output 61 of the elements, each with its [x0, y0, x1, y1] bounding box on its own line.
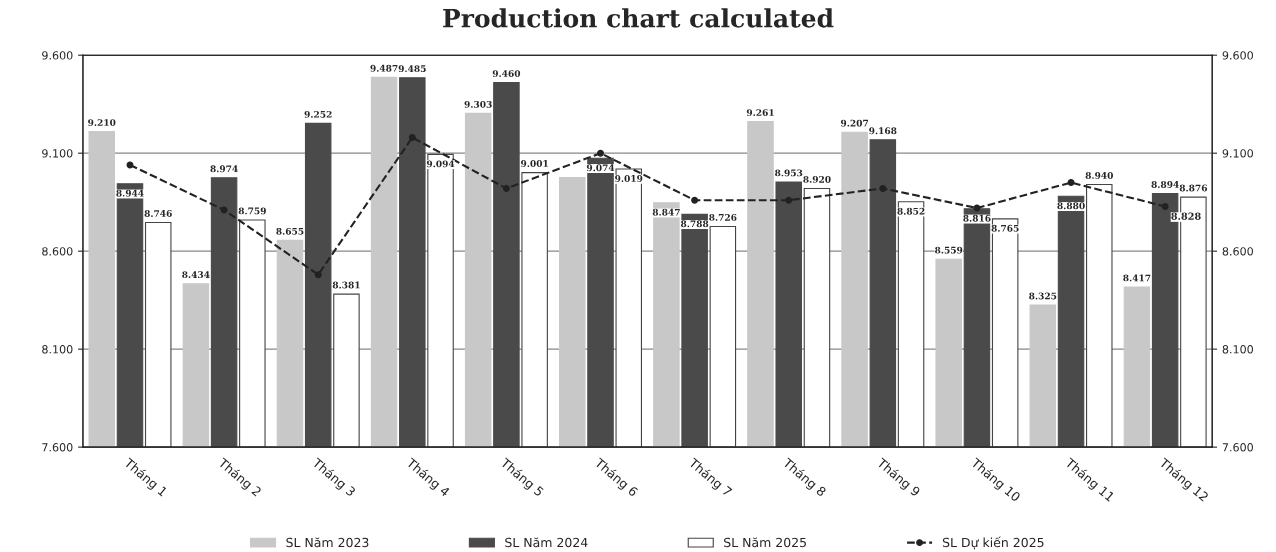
point	[314, 271, 322, 279]
data-label: 8.746	[144, 210, 172, 217]
y2-tick-label: 8.100	[1222, 345, 1253, 354]
data-label: 8.765	[991, 224, 1019, 232]
data-label: 8.417	[1123, 274, 1151, 282]
point	[408, 134, 416, 141]
point	[502, 184, 510, 192]
data-label: 9.485	[398, 65, 426, 73]
y-tick-label: 8.100	[42, 345, 73, 354]
y2-tick-label: 7.600	[1222, 443, 1253, 452]
point	[879, 184, 887, 192]
data-label: 8.944	[116, 189, 144, 197]
data-label: 9.210	[88, 119, 116, 126]
data-label: 8.876	[1179, 184, 1208, 192]
y2-tick-label: 8.600	[1222, 247, 1253, 256]
point	[1067, 179, 1075, 187]
y2-tick-label: 9.600	[1222, 51, 1253, 60]
data-label: 8.559	[935, 246, 963, 254]
chart-title: Production chart calculated	[443, 8, 834, 28]
point	[691, 196, 699, 204]
data-label: 9.001	[521, 160, 548, 167]
data-label: 8.325	[1029, 292, 1057, 300]
data-label: 8.880	[1057, 202, 1085, 210]
data-label: 8.847	[652, 208, 680, 216]
data-label: 8.726	[709, 213, 737, 221]
data-label: 9.460	[492, 70, 521, 77]
point	[785, 196, 793, 204]
data-label: 8.828	[1171, 212, 1201, 220]
data-label: 9.168	[869, 127, 897, 135]
y-tick-label: 9.600	[42, 51, 73, 60]
data-label: 8.655	[276, 227, 304, 235]
data-label: 8.974	[210, 165, 238, 173]
y2-tick-label: 9.100	[1222, 149, 1253, 158]
y-tick-label: 9.100	[42, 149, 73, 158]
y-tick-label: 8.600	[42, 247, 73, 256]
data-label: 9.094	[426, 160, 455, 168]
data-label: 9.207	[840, 119, 868, 127]
data-label: 9.252	[304, 110, 332, 118]
data-label: 9.074	[586, 164, 615, 172]
data-label: 8.940	[1085, 172, 1113, 179]
data-label: 8.816	[963, 214, 991, 222]
point	[597, 149, 604, 157]
legend-label: SL Năm 2023	[286, 537, 369, 548]
data-label: 8.759	[238, 207, 266, 215]
data-label: 9.303	[464, 100, 492, 108]
legend-label: SL Năm 2024	[505, 537, 588, 548]
data-label: 9.261	[746, 109, 774, 116]
data-label: 8.381	[332, 281, 360, 289]
data-label: 8.894	[1151, 181, 1179, 188]
data-label: 8.434	[182, 271, 210, 279]
y-tick-label: 7.600	[42, 443, 73, 452]
data-label: 9.487	[370, 64, 398, 72]
legend-label: SL Dự kiến 2025	[942, 536, 1044, 550]
data-label: 8.953	[775, 169, 803, 177]
point	[973, 204, 981, 212]
point	[1161, 203, 1169, 210]
data-label: 8.920	[803, 175, 831, 183]
data-label: 9.019	[615, 175, 643, 182]
data-label: 8.788	[680, 220, 709, 228]
data-label: 8.852	[897, 207, 925, 215]
legend-label: SL Năm 2025	[724, 537, 806, 548]
